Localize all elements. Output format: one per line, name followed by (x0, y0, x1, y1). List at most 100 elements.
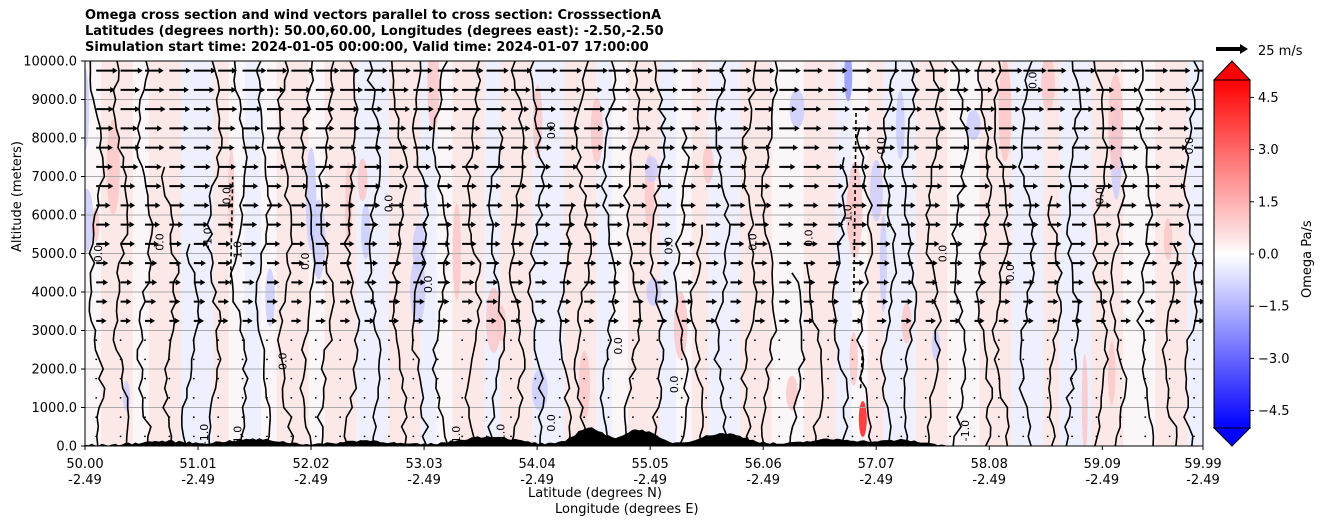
omega-blob (966, 109, 981, 141)
wind-vector (192, 396, 195, 399)
wind-vector (241, 396, 244, 399)
contour-line (431, 61, 450, 446)
wind-vector (218, 106, 238, 113)
wind-vector (413, 163, 431, 170)
wind-vector (632, 202, 647, 209)
wind-vector (608, 125, 626, 132)
wind-vector (1169, 86, 1191, 93)
contour-line-dashed (859, 345, 864, 389)
wind-vector (901, 106, 923, 113)
wind-vector (291, 202, 307, 209)
wind-vector (998, 106, 1021, 113)
wind-vector (828, 240, 842, 247)
wind-vector (193, 125, 213, 132)
wind-vector (998, 221, 1013, 228)
wind-vector (144, 416, 146, 419)
wind-vector (291, 260, 305, 267)
y-tick-label: 9000.0 (32, 93, 78, 108)
wind-vector (657, 279, 669, 286)
contour-label: 1.0 (232, 241, 245, 259)
wind-vector (1145, 202, 1162, 209)
wind-vector (266, 435, 268, 438)
wind-vector (925, 317, 936, 324)
wind-vector (1072, 240, 1086, 247)
contour-line (487, 128, 507, 446)
wind-vector (852, 183, 868, 190)
wind-vector (388, 396, 390, 399)
wind-vector (119, 435, 122, 438)
wind-vector (120, 317, 131, 324)
wind-vector (1095, 377, 1098, 380)
wind-vector (706, 67, 725, 74)
wind-vector (510, 435, 512, 438)
wind-vector (608, 279, 620, 286)
contour-line (713, 61, 731, 446)
wind-vector (169, 67, 191, 74)
wind-vector (852, 125, 873, 132)
x-tick-label-lat: 57.07 (858, 457, 895, 472)
wind-vector (193, 183, 211, 190)
contour-line (673, 128, 690, 446)
wind-vector (242, 279, 255, 286)
wind-vector (754, 358, 756, 361)
contour-line (855, 128, 874, 446)
wind-vector (1023, 317, 1034, 324)
wind-vector (315, 125, 335, 132)
wind-vector (266, 358, 268, 361)
wind-vector (314, 396, 317, 399)
wind-vector (998, 67, 1023, 74)
wind-vector (340, 183, 356, 190)
wind-vector (535, 317, 546, 324)
wind-vector (510, 317, 522, 324)
wind-vector (290, 416, 293, 419)
wind-vector (607, 396, 610, 399)
wind-vector (413, 298, 425, 305)
title-line-1: Omega cross section and wind vectors par… (85, 8, 662, 23)
wind-vector (828, 183, 844, 190)
wind-vector (96, 298, 108, 305)
wind-vector (827, 358, 829, 361)
wind-vector (266, 298, 278, 305)
wind-vector (1194, 279, 1203, 286)
wind-vector (729, 396, 732, 399)
wind-vector (340, 298, 351, 305)
wind-vector (754, 144, 772, 151)
wind-vector (754, 221, 770, 228)
wind-vector (950, 144, 969, 151)
wind-vector (437, 221, 453, 228)
wind-vector (168, 435, 171, 438)
wind-vector (339, 435, 342, 438)
wind-vector (486, 202, 503, 209)
contour-line (1161, 243, 1179, 446)
chart-title: Omega cross section and wind vectors par… (85, 8, 664, 56)
wind-vector (1096, 279, 1109, 286)
wind-vector (1120, 67, 1140, 74)
wind-vector (925, 279, 938, 286)
wind-vector (364, 86, 387, 93)
y-tick-label: 6000.0 (32, 209, 78, 224)
contour-line (299, 61, 316, 446)
wind-vector (364, 125, 383, 132)
wind-vector (339, 339, 342, 342)
wind-vector (1046, 435, 1049, 438)
wind-vector (802, 339, 805, 342)
wind-vector (291, 279, 304, 286)
contour-label: 1.0 (450, 426, 463, 444)
wind-vector (412, 339, 415, 342)
wind-vector (632, 317, 644, 324)
wind-vector (144, 221, 160, 228)
wind-vector (242, 240, 257, 247)
wind-vector (462, 298, 474, 305)
wind-vector (96, 86, 116, 93)
wind-vector (900, 396, 903, 399)
wind-vector (462, 221, 477, 228)
wind-vector (218, 183, 235, 190)
wind-vector (144, 317, 156, 324)
wind-vector (1072, 260, 1086, 267)
wind-vector (1169, 125, 1190, 132)
wind-vector (388, 144, 408, 151)
wind-vector (1194, 127, 1203, 130)
contour-label: 0.0 (1026, 72, 1039, 90)
wind-vector (802, 396, 805, 399)
contour-line (760, 61, 779, 446)
